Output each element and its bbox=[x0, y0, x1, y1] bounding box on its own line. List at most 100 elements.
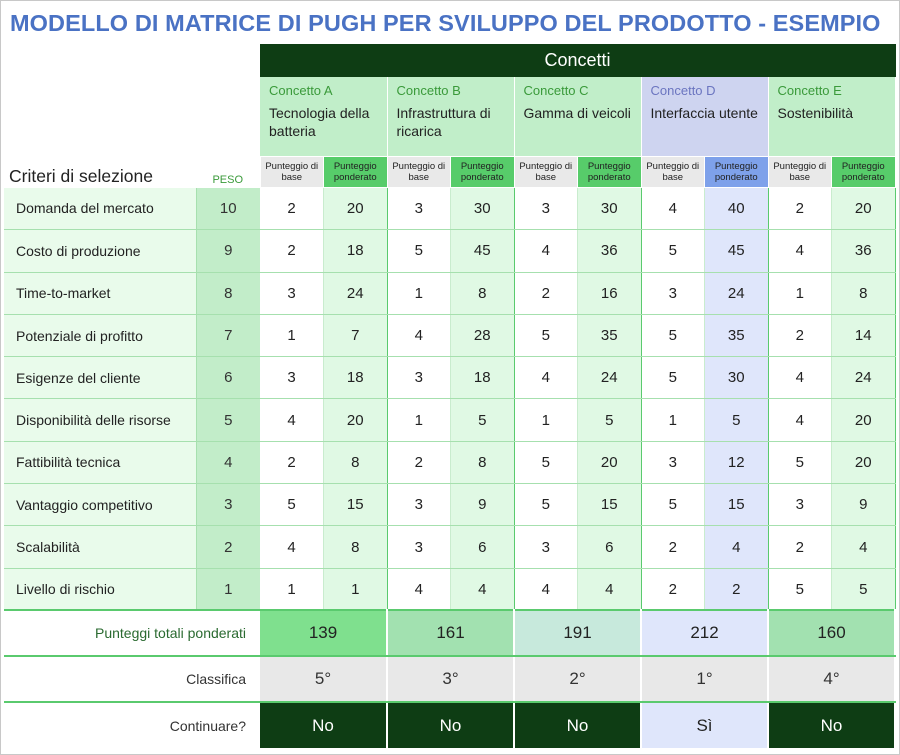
base-score-cell[interactable]: 3 bbox=[641, 441, 705, 485]
rank-cell[interactable]: 3° bbox=[387, 656, 515, 704]
weighted-score-cell[interactable]: 8 bbox=[450, 272, 515, 315]
weighted-score-cell[interactable]: 4 bbox=[831, 525, 896, 569]
total-score-cell[interactable]: 160 bbox=[768, 609, 896, 658]
weighted-score-cell[interactable]: 36 bbox=[831, 229, 896, 273]
weighted-score-cell[interactable]: 30 bbox=[450, 187, 515, 231]
weighted-score-cell[interactable]: 20 bbox=[323, 187, 388, 231]
weighted-score-cell[interactable]: 18 bbox=[450, 356, 515, 400]
base-score-cell[interactable]: 4 bbox=[768, 398, 832, 442]
weighted-score-cell[interactable]: 16 bbox=[577, 272, 642, 315]
criterion-name[interactable]: Fattibilità tecnica bbox=[4, 441, 197, 485]
base-score-cell[interactable]: 5 bbox=[641, 356, 705, 400]
criterion-name[interactable]: Disponibilità delle risorse bbox=[4, 398, 197, 442]
continue-cell[interactable]: No bbox=[387, 702, 515, 749]
criterion-name[interactable]: Potenziale di profitto bbox=[4, 314, 197, 358]
weighted-score-cell[interactable]: 2 bbox=[704, 568, 769, 611]
base-score-cell[interactable]: 1 bbox=[514, 398, 578, 442]
base-score-cell[interactable]: 3 bbox=[641, 272, 705, 315]
base-score-cell[interactable]: 5 bbox=[641, 229, 705, 273]
total-score-cell[interactable]: 139 bbox=[260, 609, 388, 658]
total-score-cell[interactable]: 161 bbox=[387, 609, 515, 658]
criterion-weight[interactable]: 5 bbox=[196, 398, 260, 442]
weighted-score-cell[interactable]: 24 bbox=[831, 356, 896, 400]
base-score-cell[interactable]: 3 bbox=[514, 525, 578, 569]
weighted-score-cell[interactable]: 5 bbox=[577, 398, 642, 442]
weighted-score-cell[interactable]: 40 bbox=[704, 187, 769, 231]
base-score-cell[interactable]: 3 bbox=[514, 187, 578, 231]
base-score-cell[interactable]: 1 bbox=[387, 398, 451, 442]
base-score-cell[interactable]: 4 bbox=[260, 398, 324, 442]
rank-cell[interactable]: 1° bbox=[641, 656, 769, 704]
criterion-weight[interactable]: 2 bbox=[196, 525, 260, 569]
weighted-score-cell[interactable]: 6 bbox=[577, 525, 642, 569]
criterion-weight[interactable]: 10 bbox=[196, 187, 260, 231]
criterion-weight[interactable]: 1 bbox=[196, 568, 260, 611]
base-score-cell[interactable]: 2 bbox=[768, 314, 832, 358]
weighted-score-cell[interactable]: 8 bbox=[450, 441, 515, 485]
weighted-score-cell[interactable]: 24 bbox=[704, 272, 769, 315]
base-score-cell[interactable]: 3 bbox=[260, 272, 324, 315]
criterion-name[interactable]: Livello di rischio bbox=[4, 568, 197, 611]
criterion-weight[interactable]: 9 bbox=[196, 229, 260, 273]
weighted-score-cell[interactable]: 15 bbox=[323, 483, 388, 527]
weighted-score-cell[interactable]: 20 bbox=[831, 398, 896, 442]
base-score-cell[interactable]: 4 bbox=[514, 229, 578, 273]
weighted-score-cell[interactable]: 8 bbox=[323, 441, 388, 485]
base-score-cell[interactable]: 4 bbox=[387, 568, 451, 611]
weighted-score-cell[interactable]: 28 bbox=[450, 314, 515, 358]
base-score-cell[interactable]: 1 bbox=[768, 272, 832, 315]
base-score-cell[interactable]: 4 bbox=[514, 568, 578, 611]
weighted-score-cell[interactable]: 20 bbox=[831, 187, 896, 231]
weighted-score-cell[interactable]: 24 bbox=[577, 356, 642, 400]
base-score-cell[interactable]: 5 bbox=[514, 314, 578, 358]
base-score-cell[interactable]: 2 bbox=[260, 187, 324, 231]
continue-cell[interactable]: No bbox=[514, 702, 642, 749]
base-score-cell[interactable]: 4 bbox=[514, 356, 578, 400]
weighted-score-cell[interactable]: 18 bbox=[323, 229, 388, 273]
criterion-weight[interactable]: 3 bbox=[196, 483, 260, 527]
base-score-cell[interactable]: 5 bbox=[641, 314, 705, 358]
criterion-name[interactable]: Scalabilità bbox=[4, 525, 197, 569]
continue-cell[interactable]: No bbox=[260, 702, 388, 749]
weighted-score-cell[interactable]: 4 bbox=[577, 568, 642, 611]
base-score-cell[interactable]: 1 bbox=[260, 568, 324, 611]
weighted-score-cell[interactable]: 15 bbox=[704, 483, 769, 527]
weighted-score-cell[interactable]: 8 bbox=[831, 272, 896, 315]
base-score-cell[interactable]: 5 bbox=[768, 441, 832, 485]
base-score-cell[interactable]: 5 bbox=[514, 441, 578, 485]
base-score-cell[interactable]: 2 bbox=[768, 187, 832, 231]
weighted-score-cell[interactable]: 20 bbox=[831, 441, 896, 485]
weighted-score-cell[interactable]: 14 bbox=[831, 314, 896, 358]
base-score-cell[interactable]: 2 bbox=[768, 525, 832, 569]
rank-cell[interactable]: 2° bbox=[514, 656, 642, 704]
criterion-name[interactable]: Esigenze del cliente bbox=[4, 356, 197, 400]
total-score-cell[interactable]: 212 bbox=[641, 609, 769, 658]
base-score-cell[interactable]: 2 bbox=[260, 441, 324, 485]
criterion-weight[interactable]: 6 bbox=[196, 356, 260, 400]
base-score-cell[interactable]: 5 bbox=[387, 229, 451, 273]
weighted-score-cell[interactable]: 45 bbox=[450, 229, 515, 273]
base-score-cell[interactable]: 3 bbox=[387, 356, 451, 400]
weighted-score-cell[interactable]: 20 bbox=[577, 441, 642, 485]
rank-cell[interactable]: 5° bbox=[260, 656, 388, 704]
weighted-score-cell[interactable]: 6 bbox=[450, 525, 515, 569]
weighted-score-cell[interactable]: 45 bbox=[704, 229, 769, 273]
base-score-cell[interactable]: 4 bbox=[641, 187, 705, 231]
base-score-cell[interactable]: 3 bbox=[768, 483, 832, 527]
base-score-cell[interactable]: 5 bbox=[514, 483, 578, 527]
weighted-score-cell[interactable]: 36 bbox=[577, 229, 642, 273]
base-score-cell[interactable]: 3 bbox=[260, 356, 324, 400]
weighted-score-cell[interactable]: 35 bbox=[577, 314, 642, 358]
base-score-cell[interactable]: 3 bbox=[387, 187, 451, 231]
base-score-cell[interactable]: 4 bbox=[387, 314, 451, 358]
base-score-cell[interactable]: 2 bbox=[260, 229, 324, 273]
base-score-cell[interactable]: 5 bbox=[641, 483, 705, 527]
weighted-score-cell[interactable]: 9 bbox=[450, 483, 515, 527]
weighted-score-cell[interactable]: 7 bbox=[323, 314, 388, 358]
rank-cell[interactable]: 4° bbox=[768, 656, 896, 704]
weighted-score-cell[interactable]: 30 bbox=[577, 187, 642, 231]
criterion-weight[interactable]: 7 bbox=[196, 314, 260, 358]
base-score-cell[interactable]: 4 bbox=[768, 356, 832, 400]
weighted-score-cell[interactable]: 15 bbox=[577, 483, 642, 527]
weighted-score-cell[interactable]: 5 bbox=[831, 568, 896, 611]
